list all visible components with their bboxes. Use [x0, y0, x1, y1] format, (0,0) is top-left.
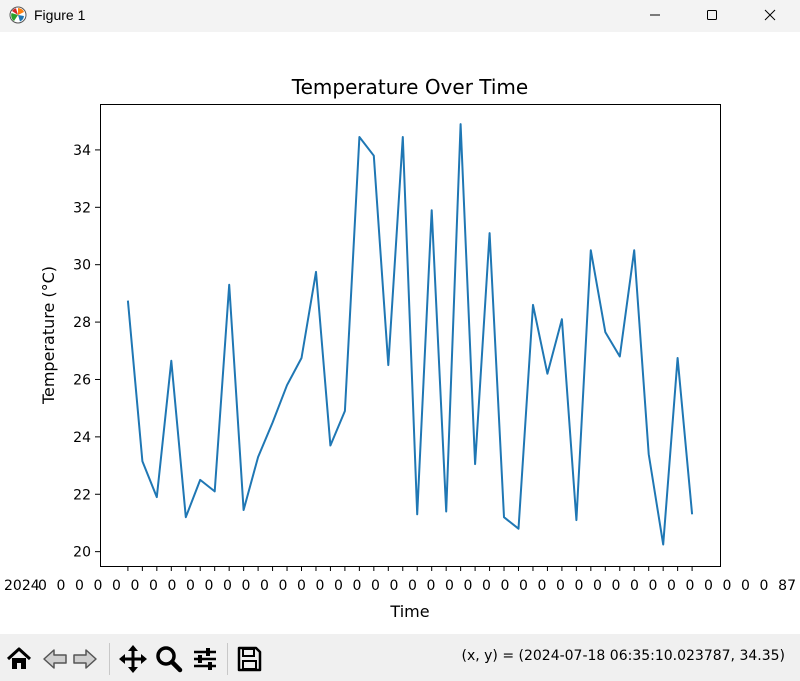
- x-tick-label-fragment: 0: [593, 578, 602, 594]
- x-tick-label-fragment: 0: [390, 578, 399, 594]
- y-tick-label: 22: [73, 487, 91, 503]
- configure-subplots-button[interactable]: [190, 644, 220, 674]
- x-tick-label-fragment: 0: [649, 578, 658, 594]
- x-tick-label-fragment: 0: [205, 578, 214, 594]
- y-tick-label: 32: [73, 200, 91, 216]
- x-tick-label: 2024: [4, 578, 40, 594]
- home-icon: [6, 647, 32, 669]
- x-tick-label-fragment: 0: [297, 578, 306, 594]
- x-tick-label-fragment: 0: [279, 578, 288, 594]
- save-button[interactable]: [234, 644, 264, 674]
- save-icon: [237, 646, 262, 672]
- x-tick-label-fragment: 0: [704, 578, 713, 594]
- x-tick-label-fragment: 0: [723, 578, 732, 594]
- maximize-button[interactable]: [683, 0, 741, 30]
- zoom-button[interactable]: [154, 644, 184, 674]
- y-tick-label: 30: [73, 258, 91, 274]
- x-tick-label-fragment: 0: [186, 578, 195, 594]
- x-tick-label-fragment: 0: [612, 578, 621, 594]
- x-tick-label-fragment: 0: [371, 578, 380, 594]
- forward-icon: [73, 649, 97, 669]
- pan-icon: [119, 645, 147, 673]
- toolbar-separator: [227, 643, 228, 675]
- x-tick-label-fragment: 0: [168, 578, 177, 594]
- window-title-bar: Figure 1: [0, 0, 800, 32]
- x-tick-label-fragment: 0: [464, 578, 473, 594]
- window-title: Figure 1: [34, 7, 86, 23]
- x-tick-label-fragment: 0: [630, 578, 639, 594]
- x-tick-label-fragment: 0: [538, 578, 547, 594]
- x-tick-label-fragment: 0: [445, 578, 454, 594]
- toolbar-separator: [109, 643, 110, 675]
- back-icon: [43, 649, 67, 669]
- y-tick-label: 24: [73, 430, 91, 446]
- y-tick-label: 34: [73, 143, 91, 159]
- x-tick-label-fragment: 0: [686, 578, 695, 594]
- y-tick-label: 28: [73, 315, 91, 331]
- zoom-icon: [156, 646, 183, 673]
- x-tick-label-fragment: 0: [408, 578, 417, 594]
- x-tick-label-fragment: 0: [760, 578, 769, 594]
- back-button[interactable]: [40, 644, 70, 674]
- x-tick-label-fragment: 0: [575, 578, 584, 594]
- x-tick-label-fragment: 0: [94, 578, 103, 594]
- line-chart: Temperature Over Time 20 22 24 26 28 30 32 34 2…: [4, 75, 796, 621]
- x-tick-label-fragment: 0: [223, 578, 232, 594]
- matplotlib-logo-icon: [9, 6, 27, 24]
- minimize-icon: [650, 14, 660, 16]
- x-tick-label-fragment: 0: [242, 578, 251, 594]
- x-tick-label-fragment: 0: [353, 578, 362, 594]
- y-axis-ticks: 20 22 24 26 28 30 32 34: [73, 143, 100, 561]
- x-tick-label-fragment: 0: [519, 578, 528, 594]
- x-tick-label-fragment: 0: [149, 578, 158, 594]
- x-tick-label-fragment: 0: [741, 578, 750, 594]
- forward-button[interactable]: [70, 644, 100, 674]
- x-tick-label-fragment: 0: [482, 578, 491, 594]
- x-tick-label-fragment: 0: [501, 578, 510, 594]
- x-tick-label-fragment: 0: [316, 578, 325, 594]
- x-tick-label-fragment: 0: [57, 578, 66, 594]
- maximize-icon: [707, 10, 717, 20]
- x-tick-label-fragment: 0: [75, 578, 84, 594]
- figure-canvas[interactable]: Temperature Over Time 20 22 24 26 28 30 32 34 2…: [0, 32, 800, 634]
- pan-button[interactable]: [118, 644, 148, 674]
- x-tick-label-fragment: 0: [38, 578, 47, 594]
- close-icon: [764, 9, 776, 21]
- navigation-toolbar: (x, y) = (2024-07-18 06:35:10.023787, 34…: [0, 634, 800, 681]
- x-tick-label: 87: [778, 578, 796, 594]
- x-tick-label-fragment: 0: [131, 578, 140, 594]
- close-button[interactable]: [741, 0, 799, 30]
- temperature-series-line: [126, 123, 694, 546]
- configure-subplots-icon: [194, 648, 216, 670]
- x-tick-label-fragment: 0: [334, 578, 343, 594]
- y-axis-label: Temperature (°C): [39, 266, 58, 405]
- x-axis-label: Time: [389, 602, 429, 621]
- x-tick-label-fragment: 0: [427, 578, 436, 594]
- plot-area-frame: [100, 104, 721, 567]
- home-button[interactable]: [4, 644, 34, 674]
- x-tick-label-fragment: 0: [112, 578, 121, 594]
- chart-title: Temperature Over Time: [291, 75, 528, 99]
- minimize-button[interactable]: [626, 0, 684, 30]
- y-tick-label: 20: [73, 545, 91, 561]
- x-tick-label-fragment: 0: [556, 578, 565, 594]
- y-tick-label: 26: [73, 372, 91, 388]
- x-tick-label-fragment: 0: [260, 578, 269, 594]
- coordinate-readout: (x, y) = (2024-07-18 06:35:10.023787, 34…: [461, 648, 785, 664]
- x-tick-label-fragment: 0: [667, 578, 676, 594]
